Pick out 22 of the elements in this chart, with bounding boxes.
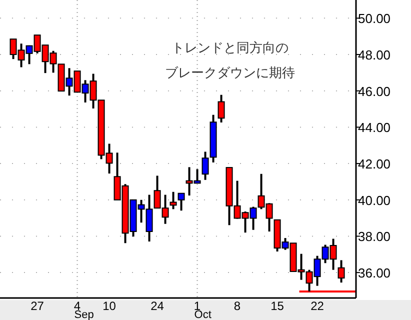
- x-tick-label: 24: [150, 299, 164, 313]
- y-tick-label: 44.00: [358, 120, 391, 136]
- y-tick-label: 40.00: [358, 192, 391, 208]
- y-tick-label: 46.00: [358, 84, 391, 99]
- x-tick-label: 27: [30, 299, 44, 313]
- candlestick: [170, 190, 177, 210]
- x-tick-label: 15: [270, 299, 284, 313]
- x-tick-label: 22: [310, 299, 324, 313]
- x-tick-label: 10: [102, 299, 116, 313]
- annotation: ブレークダウンに期待: [165, 65, 295, 80]
- y-tick-label: 36.00: [358, 266, 391, 281]
- y-tick-label: 48.00: [358, 48, 391, 63]
- x-tick-label: 8: [234, 299, 241, 313]
- candlestick: [338, 259, 345, 284]
- candlestick: [202, 150, 209, 181]
- y-tick-label: 42.00: [358, 156, 391, 172]
- y-tick-label: 38.00: [358, 229, 391, 244]
- candlestick: [178, 192, 185, 212]
- ref-line-label: Oct: [194, 309, 212, 320]
- candlestick: [218, 94, 225, 124]
- annotation: トレンドと同方向の: [172, 40, 288, 55]
- y-tick-label: 50.00: [358, 11, 391, 26]
